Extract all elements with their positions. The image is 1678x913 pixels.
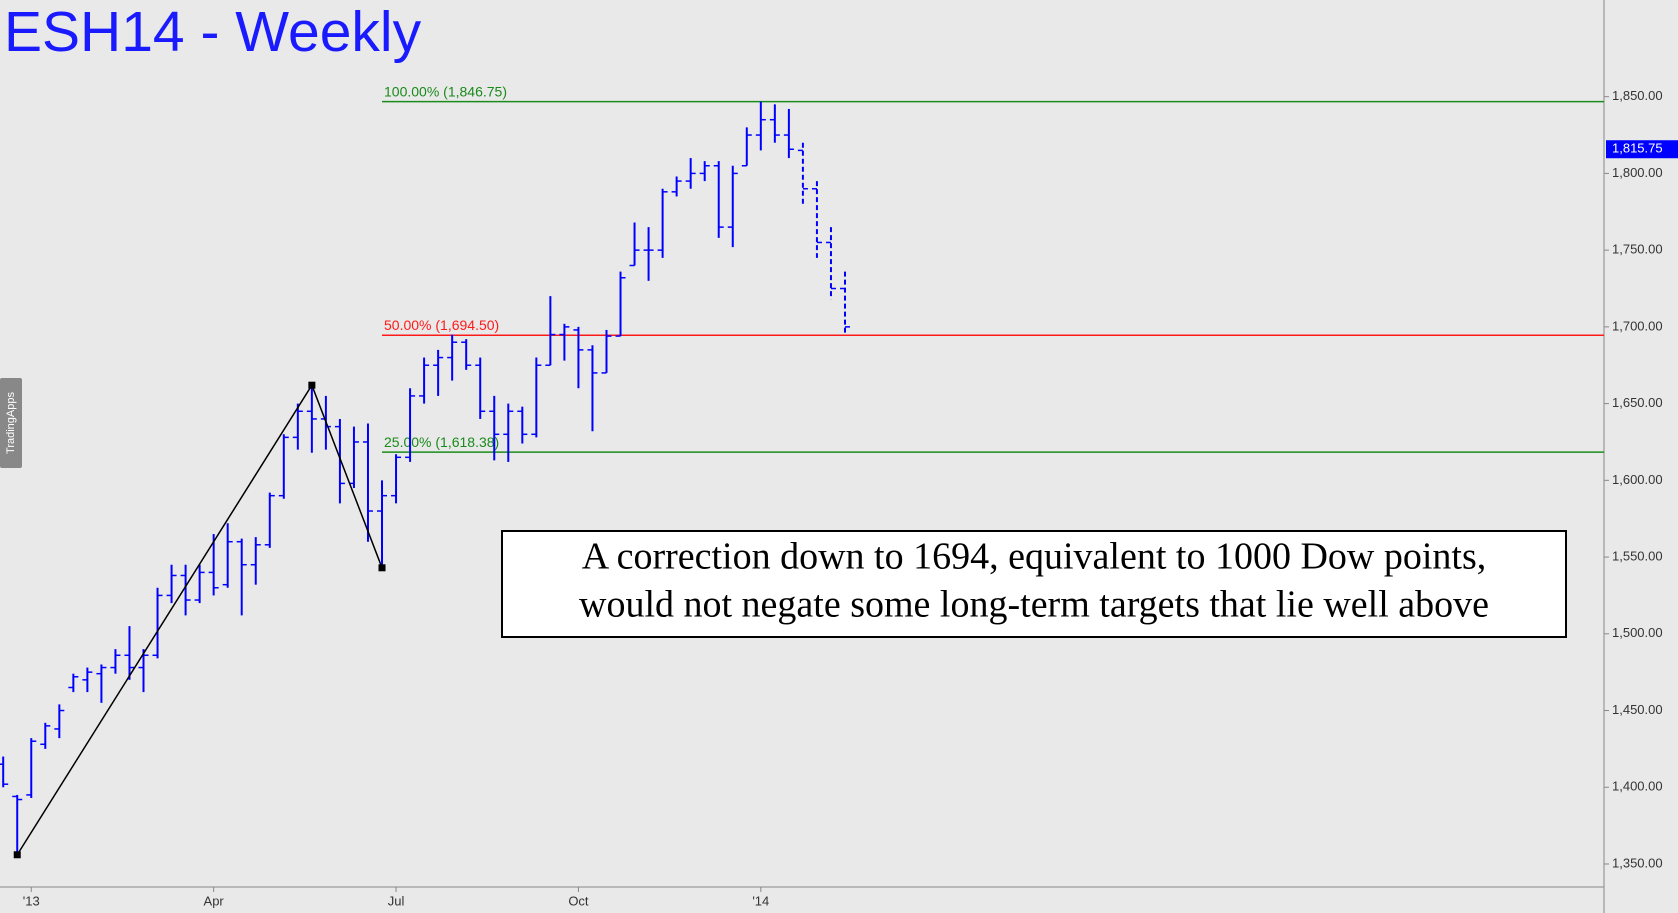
y-tick-label: 1,350.00 [1612, 855, 1663, 870]
y-tick-label: 1,850.00 [1612, 88, 1663, 103]
plot-area [0, 0, 1604, 887]
y-tick-label: 1,600.00 [1612, 472, 1663, 487]
chart-title: ESH14 - Weekly [4, 0, 422, 64]
fib-label: 50.00% (1,694.50) [384, 317, 499, 333]
y-tick-label: 1,700.00 [1612, 318, 1663, 333]
y-tick-label: 1,400.00 [1612, 779, 1663, 794]
annotation-line: A correction down to 1694, equivalent to… [582, 536, 1487, 578]
last-price-box [1606, 140, 1678, 159]
y-tick-label: 1,650.00 [1612, 395, 1663, 410]
fib-label: 100.00% (1,846.75) [384, 83, 507, 99]
zigzag-vertex [13, 851, 21, 859]
badge [0, 378, 22, 468]
x-tick-label: Oct [568, 893, 589, 908]
last-price-label: 1,815.75 [1612, 141, 1663, 156]
x-tick-label: Jul [388, 893, 405, 908]
zigzag-vertex [308, 381, 316, 389]
y-tick-label: 1,450.00 [1612, 702, 1663, 717]
y-tick-label: 1,750.00 [1612, 242, 1663, 257]
x-tick-label: '14 [752, 893, 769, 908]
zigzag-vertex [378, 564, 386, 572]
fib-label: 25.00% (1,618.38) [384, 434, 499, 450]
annotation-box [501, 530, 1567, 638]
x-tick-label: Apr [204, 893, 225, 908]
annotation-line: would not negate some long-term targets … [579, 584, 1489, 626]
x-tick-label: '13 [23, 893, 40, 908]
y-tick-label: 1,550.00 [1612, 548, 1663, 563]
y-tick-label: 1,800.00 [1612, 165, 1663, 180]
y-tick-label: 1,500.00 [1612, 625, 1663, 640]
badge-text: TradingApps [5, 392, 17, 454]
